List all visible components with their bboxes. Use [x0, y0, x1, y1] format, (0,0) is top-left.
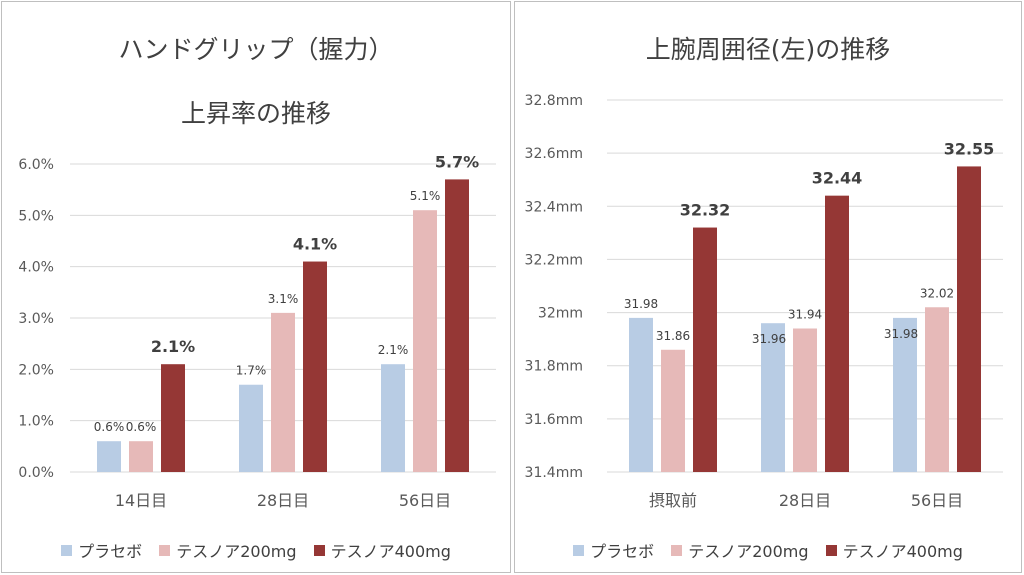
- y-tick-label: 31.8mm: [525, 359, 583, 375]
- bar: [693, 227, 717, 472]
- x-tick-label: 28日目: [779, 491, 831, 510]
- y-tick-label: 2.0%: [18, 362, 54, 378]
- y-tick-label: 31.6mm: [525, 412, 583, 428]
- bar: [825, 195, 849, 472]
- chart-title: 上腕周囲径(左)の推移: [645, 35, 891, 64]
- legend-label: テスノア400mg: [330, 542, 451, 561]
- legend-item-tesnoa400: テスノア400mg: [313, 538, 451, 562]
- bar: [957, 166, 981, 472]
- chart-title-line1: ハンドグリップ（握力）: [118, 35, 394, 64]
- data-label: 0.6%: [126, 420, 157, 434]
- bar: [445, 179, 469, 472]
- legend-label: プラセボ: [590, 542, 655, 561]
- bar: [97, 441, 121, 472]
- y-tick-label: 32.6mm: [525, 146, 583, 162]
- data-label: 5.1%: [410, 189, 441, 203]
- chart-legend: プラセボ テスノア200mg テスノア400mg: [515, 538, 1021, 562]
- x-tick-label: 28日目: [257, 491, 309, 510]
- y-tick-label: 32.8mm: [525, 93, 583, 109]
- legend-swatch: [61, 544, 73, 556]
- bar: [129, 441, 153, 472]
- legend-item-placebo: プラセボ: [573, 538, 654, 562]
- chart-title-line2: 上昇率の推移: [180, 99, 331, 128]
- upper-arm-plot: 31.4mm 31.6mm 31.8mm 32mm 32.2mm 32.4mm 32.6mm…: [525, 93, 1003, 510]
- legend-item-tesnoa200: テスノア200mg: [671, 538, 809, 562]
- data-label: 1.7%: [236, 364, 267, 378]
- chart-legend: プラセボ テスノア200mg テスノア400mg: [2, 538, 510, 562]
- legend-swatch: [159, 544, 171, 556]
- legend-swatch: [671, 544, 683, 556]
- data-label: 2.1%: [378, 343, 409, 357]
- y-tick-label: 32.4mm: [525, 199, 583, 215]
- legend-swatch: [825, 544, 837, 556]
- bar: [413, 210, 437, 472]
- data-label: 31.86: [656, 329, 690, 343]
- legend-item-placebo: プラセボ: [61, 538, 142, 562]
- y-tick-label: 32.2mm: [525, 252, 583, 268]
- y-tick-label: 6.0%: [18, 157, 54, 173]
- y-tick-label: 31.4mm: [525, 465, 583, 481]
- bar: [893, 317, 917, 472]
- data-label: 32.55: [944, 139, 995, 158]
- bar: [661, 349, 685, 472]
- legend-item-tesnoa400: テスノア400mg: [825, 538, 963, 562]
- bar: [239, 384, 263, 472]
- data-label: 5.7%: [435, 152, 479, 171]
- bar: [629, 317, 653, 472]
- y-tick-label: 4.0%: [18, 260, 54, 276]
- y-tick-label: 0.0%: [18, 465, 54, 481]
- legend-label: プラセボ: [78, 542, 143, 561]
- legend-label: テスノア400mg: [842, 542, 963, 561]
- legend-label: テスノア200mg: [176, 542, 297, 561]
- data-label: 31.98: [884, 327, 918, 341]
- bar: [925, 307, 949, 472]
- data-label: 32.02: [920, 286, 954, 300]
- grip-strength-chart-panel: ハンドグリップ（握力） 上昇率の推移 0.0% 1.0% 2.0% 3.0% 4.0% 5…: [1, 1, 511, 573]
- data-label: 31.94: [788, 308, 822, 322]
- data-label: 4.1%: [293, 235, 337, 254]
- upper-arm-circumference-chart-panel: 上腕周囲径(左)の推移 31.4mm 31.6mm 31.8mm 32mm 32.2mm…: [514, 1, 1022, 573]
- bar: [761, 323, 785, 472]
- x-tick-label: 56日目: [911, 491, 963, 510]
- bar: [381, 364, 405, 472]
- x-tick-label: 56日目: [399, 491, 451, 510]
- data-label: 32.32: [680, 201, 731, 220]
- bar: [303, 261, 327, 472]
- y-tick-label: 5.0%: [18, 208, 54, 224]
- data-label: 2.1%: [151, 337, 195, 356]
- data-label: 32.44: [812, 169, 863, 188]
- legend-swatch: [313, 544, 325, 556]
- legend-item-tesnoa200: テスノア200mg: [159, 538, 297, 562]
- bar: [793, 328, 817, 472]
- y-tick-label: 3.0%: [18, 311, 54, 327]
- legend-label: テスノア200mg: [688, 542, 809, 561]
- x-tick-label: 14日目: [115, 491, 167, 510]
- y-tick-label: 1.0%: [18, 414, 54, 430]
- data-label: 3.1%: [268, 292, 299, 306]
- data-label: 0.6%: [94, 420, 125, 434]
- data-label: 31.96: [752, 332, 786, 346]
- x-tick-label: 摂取前: [649, 491, 697, 510]
- legend-swatch: [573, 544, 585, 556]
- data-label: 31.98: [624, 297, 658, 311]
- bar: [271, 312, 295, 472]
- bar: [161, 364, 185, 472]
- grip-strength-plot: 0.0% 1.0% 2.0% 3.0% 4.0% 5.0% 6.0% 0.6% 0.6% 2.1%…: [18, 152, 496, 510]
- y-tick-label: 32mm: [538, 306, 583, 322]
